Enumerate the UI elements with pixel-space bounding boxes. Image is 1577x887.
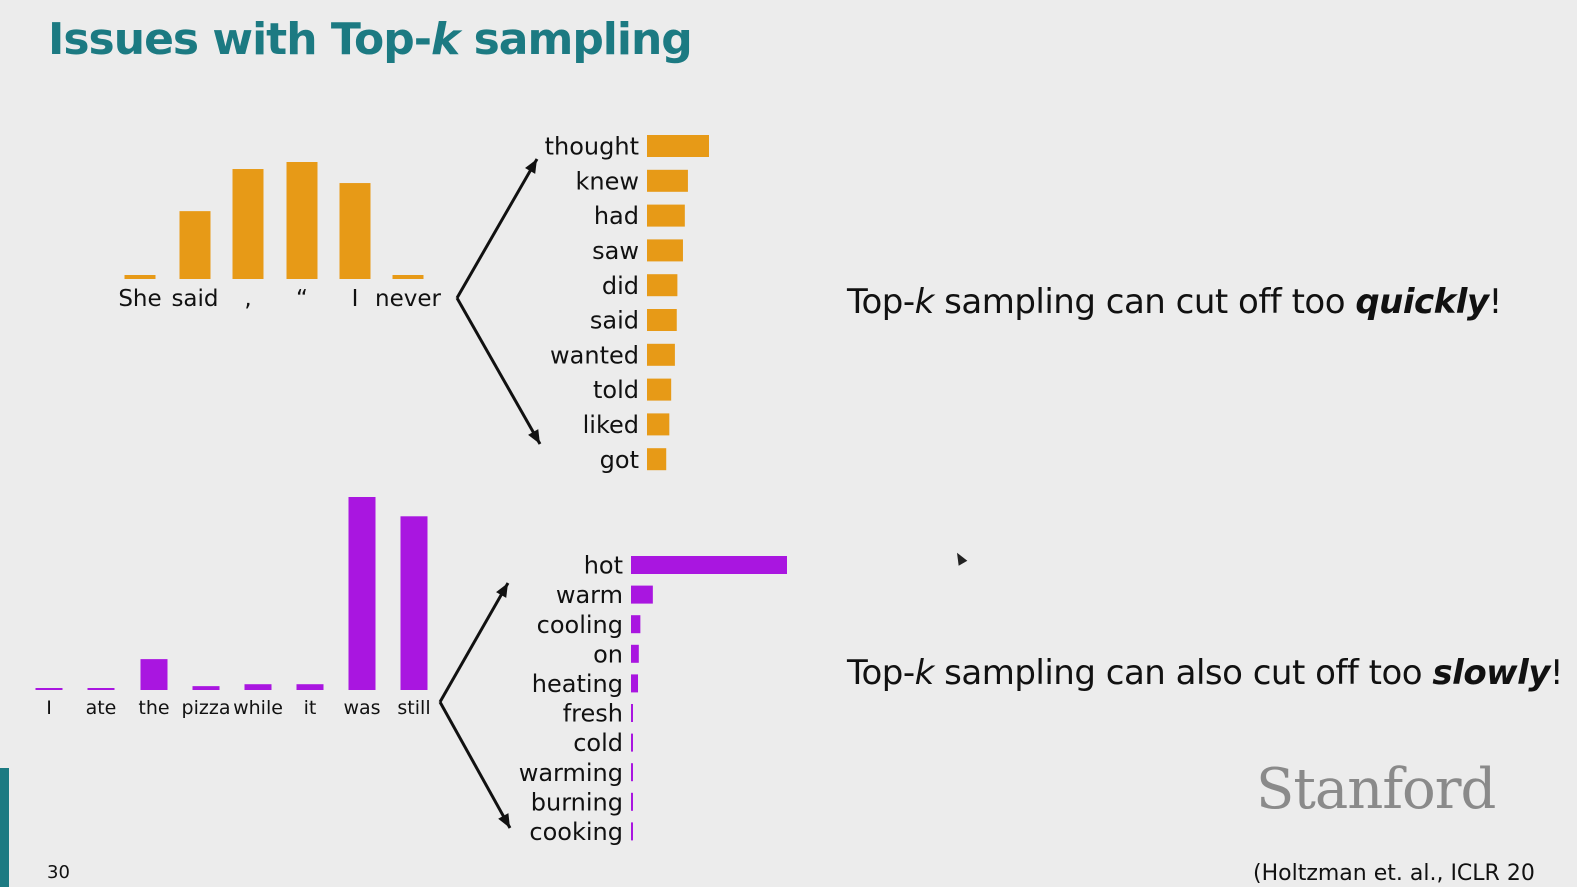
- arrows: [438, 158, 542, 829]
- tick-label: warming: [519, 759, 623, 787]
- bar-it: [296, 684, 324, 690]
- top-next-word-chart: thought knew had saw did said wanted told liked g…: [545, 133, 709, 474]
- tick-label: while: [233, 697, 283, 719]
- bar-wanted: [647, 343, 675, 366]
- bar-i: [35, 688, 63, 690]
- bar-knew: [647, 169, 688, 192]
- bar-pizza: [192, 686, 220, 690]
- tick-label: cooling: [537, 611, 623, 639]
- citation: (Holtzman et. al., ICLR 20: [1253, 861, 1535, 886]
- tick-label: fresh: [563, 700, 623, 728]
- bar-heating: [631, 674, 639, 693]
- tick-label: cold: [573, 729, 623, 757]
- tick-label: it: [304, 697, 317, 719]
- tick-label: burning: [531, 788, 623, 816]
- bar-still: [400, 516, 428, 690]
- bar-the: [140, 659, 168, 690]
- bar-was: [348, 497, 376, 690]
- bar-cooling: [631, 615, 641, 634]
- bar-ate: [87, 688, 115, 690]
- bar-told: [647, 378, 672, 401]
- tick-label: saw: [592, 237, 639, 265]
- tick-label: never: [375, 286, 441, 312]
- subtitle-quickly: Top-k sampling can cut off too quickly!: [847, 282, 1502, 322]
- left-accent-strip: [0, 768, 9, 887]
- tick-label: was: [343, 697, 380, 719]
- bottom-next-word-chart: hotwarmcoolingonheatingfreshcoldwarmingb…: [519, 552, 787, 846]
- tick-label: on: [593, 640, 623, 668]
- arrow-bottom-down-head: [498, 813, 510, 828]
- arrow-top-down-head: [528, 429, 540, 444]
- tick-label: said: [171, 286, 218, 312]
- tick-label: thought: [545, 133, 639, 161]
- arrow-top-up-head: [525, 159, 537, 174]
- tick-label: wanted: [550, 341, 639, 369]
- tick-label: heating: [532, 670, 623, 698]
- tick-label: got: [600, 446, 639, 474]
- bar-cold: [631, 733, 633, 752]
- bar-did: [647, 274, 678, 297]
- arrow-bottom-down: [438, 701, 512, 829]
- tick-label: hot: [584, 552, 623, 580]
- tick-label: I: [352, 286, 359, 312]
- tick-label: I: [46, 697, 52, 719]
- bar-got: [647, 448, 667, 471]
- slide-number: 30: [47, 862, 70, 883]
- tick-label: said: [590, 307, 639, 335]
- bar-thought: [647, 135, 709, 157]
- tick-label: warm: [556, 581, 623, 609]
- bar-said: [179, 211, 211, 279]
- bar-hot: [631, 556, 787, 574]
- bar-never: [392, 275, 424, 279]
- bar-liked: [647, 413, 670, 436]
- bar-had: [647, 204, 685, 227]
- stanford-logo: Stanford: [1256, 757, 1496, 822]
- bar-on: [631, 644, 639, 663]
- bar-warm: [631, 585, 653, 604]
- bar-fresh: [631, 704, 633, 722]
- tick-label: told: [593, 376, 639, 404]
- tick-label: knew: [575, 167, 639, 195]
- tick-label: ate: [86, 697, 117, 719]
- bar-punct2: [232, 169, 264, 279]
- arrow-top-up: [455, 158, 539, 299]
- bar-burning: [631, 792, 633, 811]
- subtitle-slowly: Top-k sampling can also cut off too slow…: [847, 653, 1564, 693]
- tick-label: She: [118, 286, 161, 312]
- tick-label: “: [296, 286, 308, 312]
- arrow-bottom-up: [438, 582, 510, 703]
- bar-i: [339, 183, 371, 279]
- bar-saw: [647, 239, 683, 262]
- tick-label: the: [138, 697, 169, 719]
- arrow-bottom-up-head: [496, 583, 508, 598]
- bar-warming: [631, 763, 633, 782]
- bar-said: [647, 309, 677, 331]
- tick-label: did: [602, 272, 639, 300]
- tick-label: pizza: [182, 697, 231, 719]
- tick-label: had: [594, 202, 639, 230]
- bar-while: [244, 684, 272, 690]
- slide-title: Issues with Top-k sampling: [48, 14, 693, 65]
- bar-cooking: [631, 822, 633, 841]
- tick-label: cooking: [529, 818, 623, 846]
- bar-she: [124, 275, 156, 279]
- tick-label: still: [397, 697, 430, 719]
- tick-label: ,: [244, 286, 251, 312]
- bar-punct3: [286, 162, 318, 279]
- tick-label: liked: [583, 411, 639, 439]
- arrow-top-down: [455, 297, 542, 445]
